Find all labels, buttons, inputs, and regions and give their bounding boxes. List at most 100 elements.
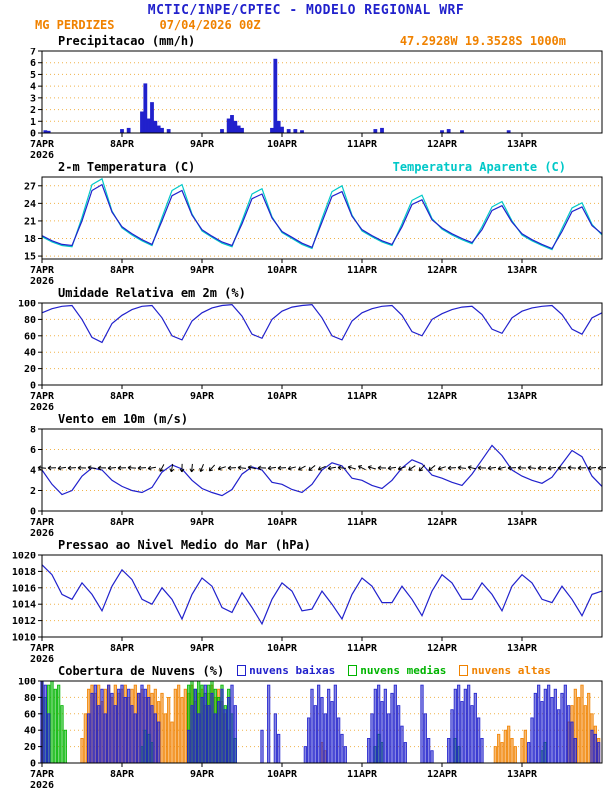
panel-pressure-header: Pressao ao Nivel Medio do Mar (hPa) <box>0 537 612 552</box>
panel-title-precipitation: Precipitacao (mm/h) <box>58 33 196 48</box>
panel-temperature-header: 2-m Temperatura (C) Temperatura Aparente… <box>0 159 612 174</box>
panel-title-clouds: Cobertura de Nuvens (%) <box>58 663 225 678</box>
svg-text:11APR: 11APR <box>347 643 378 654</box>
station-name: MG PERDIZES <box>35 18 115 32</box>
svg-text:80: 80 <box>24 315 36 326</box>
panel-title-pressure: Pressao ao Nivel Medio do Mar (hPa) <box>58 537 311 552</box>
svg-text:11APR: 11APR <box>347 139 378 150</box>
svg-text:60: 60 <box>24 709 36 720</box>
svg-text:10APR: 10APR <box>267 139 298 150</box>
svg-text:11APR: 11APR <box>347 265 378 276</box>
svg-text:27: 27 <box>24 181 36 192</box>
svg-text:13APR: 13APR <box>507 139 538 150</box>
panel-wind-header: Vento em 10m (m/s) <box>0 411 612 426</box>
header-subline: MG PERDIZES 07/04/2026 00Z <box>0 18 612 33</box>
svg-text:21: 21 <box>24 216 36 227</box>
high-clouds-swatch-icon <box>459 665 469 676</box>
svg-text:9APR: 9APR <box>190 265 215 276</box>
svg-text:0: 0 <box>30 759 36 770</box>
svg-text:2026: 2026 <box>30 150 54 159</box>
svg-text:9APR: 9APR <box>190 517 215 528</box>
svg-text:11APR: 11APR <box>347 517 378 528</box>
svg-text:1018: 1018 <box>12 567 36 578</box>
svg-text:8APR: 8APR <box>110 139 135 150</box>
svg-text:4: 4 <box>30 466 36 477</box>
svg-text:7APR: 7APR <box>30 643 55 654</box>
svg-text:13APR: 13APR <box>507 391 538 402</box>
panel-temperature: 2-m Temperatura (C) Temperatura Aparente… <box>0 159 612 285</box>
svg-text:0: 0 <box>30 507 36 518</box>
svg-text:10APR: 10APR <box>267 769 298 780</box>
svg-text:2026: 2026 <box>30 276 54 285</box>
svg-text:6: 6 <box>30 58 36 69</box>
svg-text:20: 20 <box>24 364 36 375</box>
svg-text:40: 40 <box>24 726 36 737</box>
svg-text:9APR: 9APR <box>190 139 215 150</box>
svg-text:8: 8 <box>30 426 36 436</box>
svg-text:12APR: 12APR <box>427 517 458 528</box>
mid-clouds-swatch-icon <box>348 665 358 676</box>
panel-title-humidity: Umidade Relativa em 2m (%) <box>58 285 246 300</box>
panel-precipitation: Precipitacao (mm/h) 47.2928W 19.3528S 10… <box>0 33 612 159</box>
svg-text:9APR: 9APR <box>190 769 215 780</box>
svg-text:3: 3 <box>30 93 36 104</box>
svg-text:6: 6 <box>30 445 36 456</box>
svg-text:8APR: 8APR <box>110 391 135 402</box>
apparent-temperature-label: Temperatura Aparente (C) <box>392 159 566 174</box>
svg-text:2026: 2026 <box>30 654 54 663</box>
svg-text:2026: 2026 <box>30 780 54 789</box>
svg-text:7APR: 7APR <box>30 517 55 528</box>
svg-text:1012: 1012 <box>12 616 36 627</box>
panel-pressure: Pressao ao Nivel Medio do Mar (hPa) 1010… <box>0 537 612 663</box>
panel-humidity-header: Umidade Relativa em 2m (%) <box>0 285 612 300</box>
svg-text:0: 0 <box>30 381 36 392</box>
legend-item-high-clouds: nuvens altas <box>459 664 551 677</box>
svg-text:7APR: 7APR <box>30 265 55 276</box>
svg-text:4: 4 <box>30 82 36 93</box>
svg-text:11APR: 11APR <box>347 391 378 402</box>
svg-text:1010: 1010 <box>12 633 36 644</box>
svg-text:18: 18 <box>24 234 36 245</box>
svg-text:8APR: 8APR <box>110 769 135 780</box>
svg-text:12APR: 12APR <box>427 139 458 150</box>
low-clouds-swatch-icon <box>237 665 247 676</box>
location-label: 47.2928W 19.3528S 1000m <box>399 33 566 48</box>
svg-text:9APR: 9APR <box>190 391 215 402</box>
svg-text:7APR: 7APR <box>30 139 55 150</box>
svg-text:12APR: 12APR <box>427 769 458 780</box>
svg-text:1020: 1020 <box>12 552 36 562</box>
svg-text:11APR: 11APR <box>347 769 378 780</box>
svg-text:60: 60 <box>24 331 36 342</box>
model-run-datetime: 07/04/2026 00Z <box>159 18 261 32</box>
svg-text:10APR: 10APR <box>267 265 298 276</box>
svg-text:20: 20 <box>24 742 36 753</box>
svg-text:15: 15 <box>24 252 36 263</box>
legend-label-high-clouds: nuvens altas <box>471 664 551 677</box>
panel-clouds-header: Cobertura de Nuvens (%) nuvens baixas nu… <box>0 663 612 678</box>
svg-text:13APR: 13APR <box>507 643 538 654</box>
svg-text:12APR: 12APR <box>427 391 458 402</box>
svg-text:100: 100 <box>18 678 36 688</box>
svg-text:0: 0 <box>30 129 36 140</box>
svg-text:40: 40 <box>24 348 36 359</box>
svg-text:5: 5 <box>30 70 36 81</box>
svg-text:2: 2 <box>30 105 36 116</box>
panel-title-temperature: 2-m Temperatura (C) <box>58 159 196 174</box>
legend-label-low-clouds: nuvens baixas <box>249 664 336 677</box>
panel-clouds: Cobertura de Nuvens (%) nuvens baixas nu… <box>0 663 612 789</box>
svg-text:100: 100 <box>18 300 36 310</box>
header: MCTIC/INPE/CPTEC - MODELO REGIONAL WRF M… <box>0 0 612 33</box>
legend-label-mid-clouds: nuvens medias <box>360 664 447 677</box>
svg-text:7APR: 7APR <box>30 391 55 402</box>
svg-text:80: 80 <box>24 693 36 704</box>
svg-text:7APR: 7APR <box>30 769 55 780</box>
svg-text:1014: 1014 <box>12 600 36 611</box>
svg-text:9APR: 9APR <box>190 643 215 654</box>
svg-text:10APR: 10APR <box>267 391 298 402</box>
svg-text:13APR: 13APR <box>507 769 538 780</box>
